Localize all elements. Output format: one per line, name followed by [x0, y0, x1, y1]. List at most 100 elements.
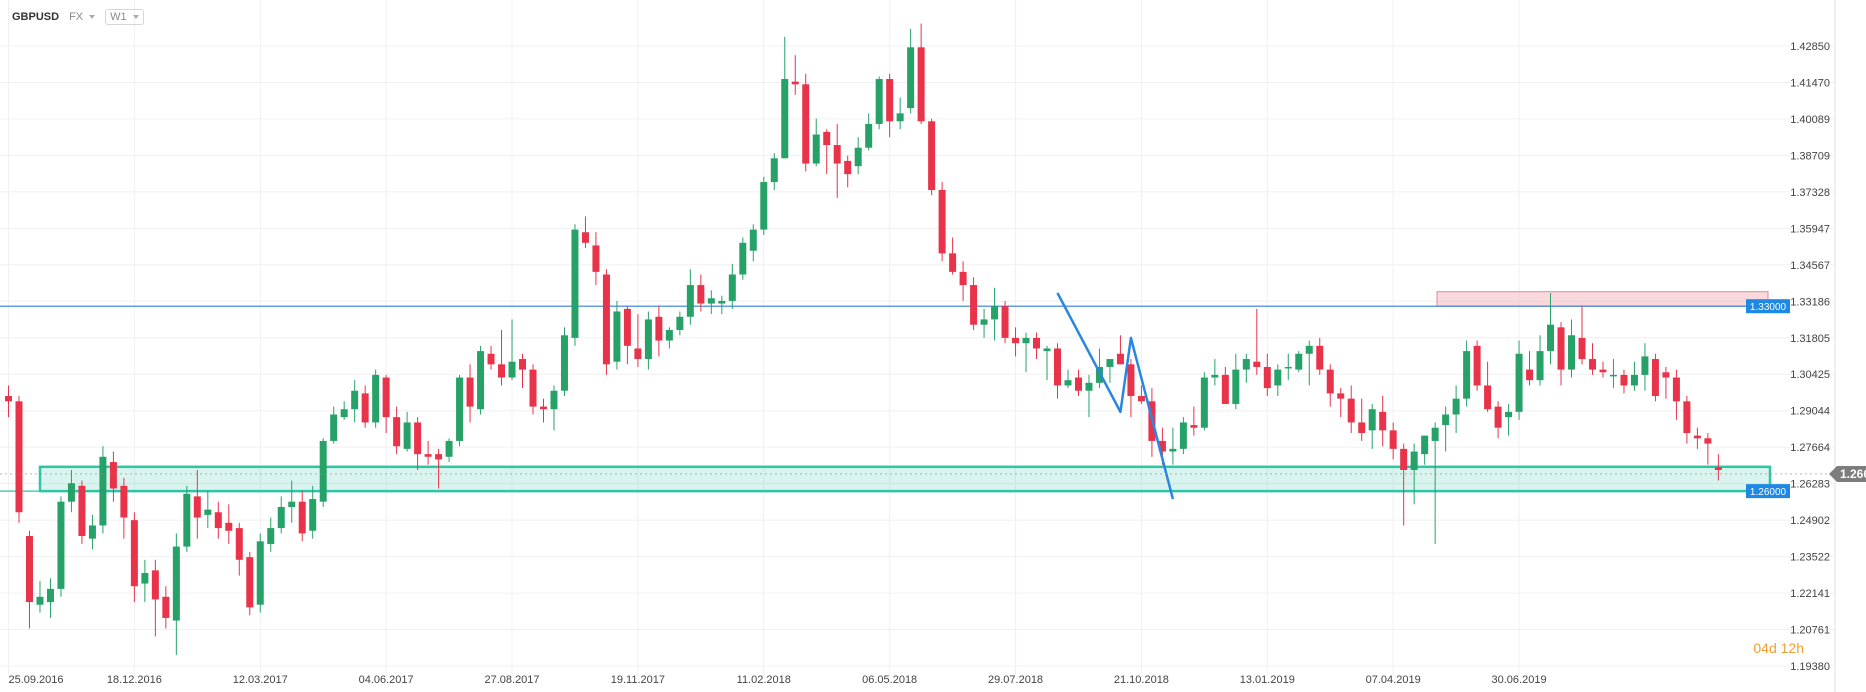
candle-body — [1337, 393, 1345, 399]
candle — [686, 269, 694, 325]
candle-body — [319, 440, 327, 502]
candle-body — [1064, 380, 1072, 386]
x-tick-label: 07.04.2019 — [1366, 674, 1421, 686]
candle-body — [288, 501, 296, 507]
market-selector[interactable]: FX — [69, 11, 96, 23]
candle-body — [1190, 425, 1198, 428]
current-price-label: 1.26650 — [1840, 467, 1866, 481]
candle — [991, 287, 999, 341]
level-tag: 1.33000 — [1746, 299, 1790, 314]
candle — [1704, 433, 1712, 465]
candle-body — [1326, 369, 1334, 394]
level-tag: 1.26000 — [1746, 484, 1790, 499]
candle-body — [1515, 353, 1523, 412]
candle — [298, 491, 306, 542]
candle-body — [435, 454, 443, 460]
candle — [592, 232, 600, 286]
candle — [1505, 403, 1513, 436]
candle-body — [728, 274, 736, 301]
candle-body — [109, 462, 117, 489]
candle — [519, 353, 527, 389]
candle — [435, 448, 443, 489]
candle — [1609, 359, 1617, 389]
candle-body — [907, 47, 915, 109]
candle — [193, 469, 201, 539]
candle-body — [886, 79, 894, 122]
candle — [78, 480, 86, 544]
candle-body — [1484, 385, 1492, 410]
candle — [1410, 443, 1418, 505]
chevron-down-icon — [89, 15, 96, 19]
candle-body — [623, 308, 631, 346]
candle-body — [686, 285, 694, 317]
y-tick-label: 1.26283 — [1790, 479, 1830, 491]
candle — [1169, 427, 1177, 465]
candle — [1064, 369, 1072, 389]
candle — [833, 123, 841, 198]
candle — [623, 306, 631, 365]
pattern-drawing[interactable] — [1056, 292, 1175, 500]
candle — [854, 137, 862, 175]
y-tick-label: 1.41470 — [1790, 77, 1830, 89]
candle-body — [1137, 396, 1145, 402]
candle-body — [519, 359, 527, 370]
candle — [1190, 406, 1198, 436]
candle — [539, 398, 547, 423]
price-axis: 1.42850 1.41470 1.40089 1.38709 1.37328 1.359… — [1746, 0, 1866, 692]
y-tick-label: 1.24902 — [1790, 515, 1830, 527]
candle — [1127, 359, 1135, 418]
candle-body — [1400, 448, 1408, 470]
candle-body — [477, 351, 485, 410]
candle-body — [1547, 324, 1555, 352]
candle — [172, 533, 180, 655]
candle — [728, 263, 736, 309]
candle-body — [1022, 337, 1030, 344]
candle-body — [1054, 348, 1061, 386]
candle-body — [1494, 406, 1502, 428]
candle — [980, 308, 988, 338]
candle-body — [1116, 353, 1124, 365]
symbol-label: GBPUSD — [12, 11, 60, 23]
candle-body — [602, 274, 610, 365]
candle-body — [508, 361, 516, 378]
chart-zones — [0, 291, 1772, 493]
candle — [1284, 353, 1292, 381]
candle-body — [340, 409, 348, 418]
candle — [602, 269, 610, 375]
candle-body — [739, 242, 747, 275]
candle — [1033, 332, 1041, 360]
candle-body — [980, 319, 988, 325]
candle — [1179, 417, 1187, 455]
candle — [1116, 335, 1124, 365]
candle — [508, 319, 516, 381]
candle — [781, 36, 789, 159]
candle-body — [267, 528, 275, 544]
candle — [1085, 374, 1093, 418]
candle — [36, 580, 44, 613]
candle — [25, 530, 33, 629]
candle — [151, 559, 159, 637]
candle-body — [1179, 422, 1187, 449]
candle — [644, 311, 652, 370]
interval-selector[interactable]: W1 — [105, 9, 144, 25]
candle — [414, 417, 422, 470]
candle — [1200, 372, 1208, 431]
candle-body — [193, 496, 201, 518]
candle — [319, 438, 327, 507]
candle — [823, 129, 831, 175]
candle — [844, 155, 852, 188]
candle-body — [644, 319, 652, 360]
candle-body — [550, 390, 558, 410]
candle-body — [938, 189, 946, 254]
y-tick-label: 1.20761 — [1790, 625, 1830, 637]
candle-body — [854, 147, 862, 167]
candle-body — [1305, 345, 1313, 354]
candle-body — [1295, 353, 1303, 370]
candle — [46, 578, 54, 618]
interval-label: W1 — [110, 11, 127, 23]
candle-body — [539, 406, 547, 410]
candle — [183, 485, 191, 552]
candle-body — [1200, 377, 1208, 428]
candle — [571, 224, 579, 346]
